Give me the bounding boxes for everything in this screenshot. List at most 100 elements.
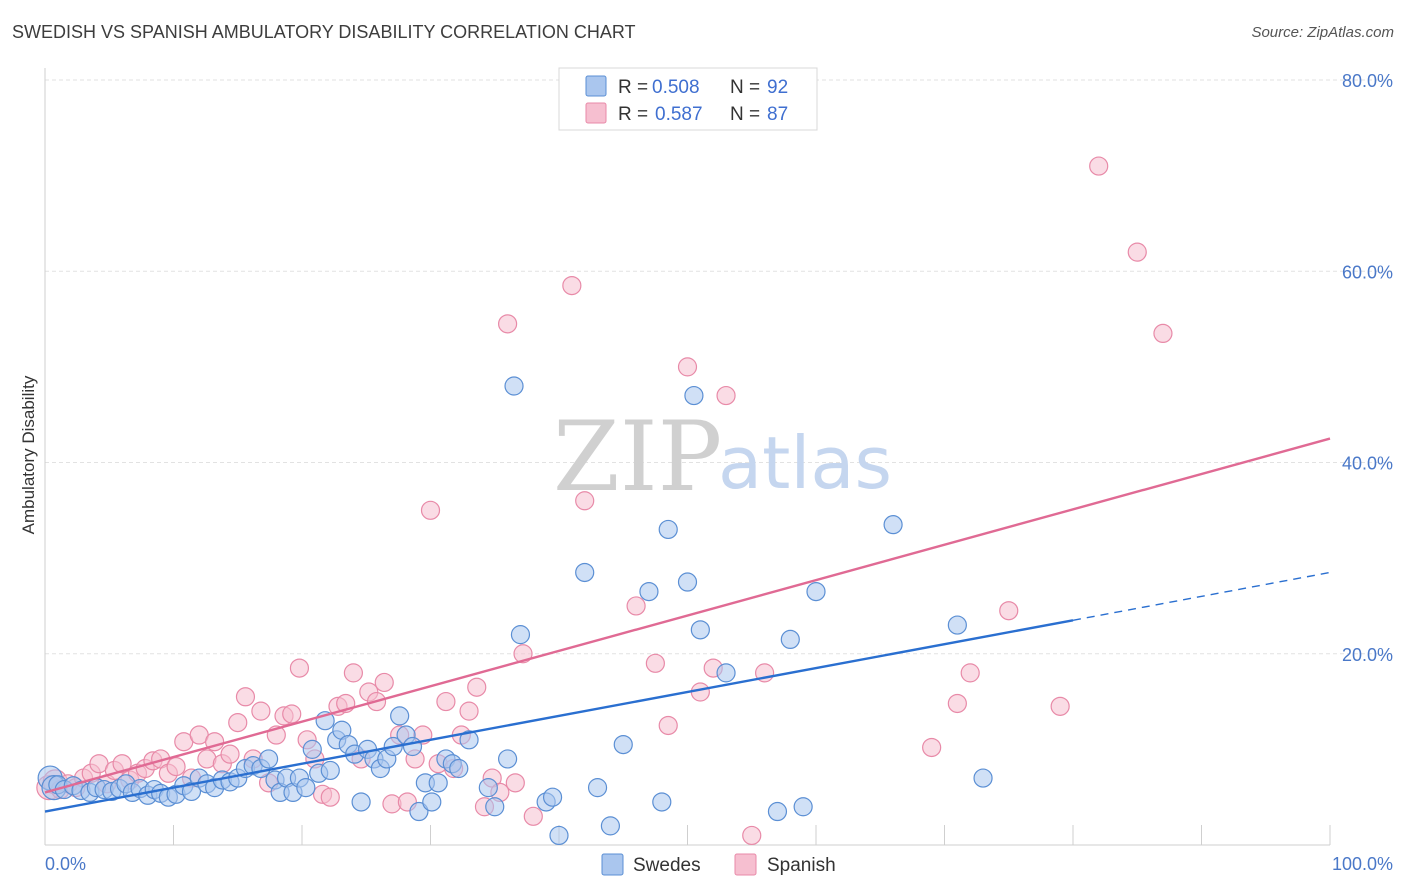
spanish-point (947, 693, 967, 714)
legend-n-label-spanish: N = (730, 104, 760, 125)
watermark-atlas: atlas (718, 421, 892, 505)
swedes-point (422, 792, 442, 812)
swedes-point (587, 778, 608, 798)
spanish-point (467, 677, 487, 697)
grid-lines (45, 79, 1392, 655)
legend-r-label-spanish: R = (618, 104, 648, 125)
swedes-point (973, 768, 993, 788)
swedes-point (478, 778, 498, 798)
swedes-point (549, 825, 569, 846)
spanish-point (112, 754, 132, 774)
spanish-point (1127, 242, 1147, 262)
swedes-point (690, 620, 710, 640)
swedes-point (428, 773, 448, 793)
spanish-point (228, 712, 248, 733)
spanish-point (498, 314, 518, 334)
x-tick-label: 0.0% (45, 854, 86, 874)
swedes-point (409, 801, 429, 822)
legend-r-value-spanish: 0.587 (655, 104, 703, 125)
swedes-point (498, 749, 518, 769)
y-tick-label: 40.0% (1342, 454, 1393, 474)
swedes-point (793, 797, 813, 817)
spanish-point (1089, 156, 1109, 176)
swedes-point (767, 801, 788, 822)
spanish-point (374, 672, 394, 693)
swedes-point (320, 760, 340, 781)
bottom-swatch-swedes (601, 853, 624, 876)
swedes-point (716, 663, 736, 683)
swedes-point (677, 572, 698, 592)
spanish-point (562, 275, 582, 296)
x-tick-label: 100.0% (1332, 854, 1393, 874)
spanish-point (459, 701, 479, 721)
swedes-point (652, 792, 672, 812)
swedes-point (510, 625, 531, 645)
top-legend: R = 0.508 N = 92 R = 0.587 N = 87 (558, 67, 818, 131)
spanish-point (575, 491, 595, 511)
spanish-point (343, 663, 363, 683)
bottom-legend-spanish: Spanish (767, 855, 836, 876)
y-axis-label: Ambulatory Disability (19, 375, 38, 534)
swedes-point (296, 778, 316, 798)
swedes-point (390, 706, 410, 726)
legend-r-value-swedes: 0.508 (652, 77, 700, 98)
spanish-point (166, 756, 186, 777)
chart-title: SWEDISH VS SPANISH AMBULATORY DISABILITY… (12, 22, 636, 42)
swedes-point (542, 787, 563, 807)
spanish-point (960, 663, 980, 683)
swedes-point (402, 736, 423, 757)
swedes-point (485, 797, 505, 817)
spanish-point (716, 385, 736, 406)
swedes-point (780, 629, 800, 650)
swedes-point (684, 385, 704, 406)
swedes-point (575, 562, 595, 583)
swedes-point (806, 581, 826, 602)
spanish-point (523, 806, 543, 826)
spanish-point (626, 596, 646, 616)
swedes-point (613, 734, 633, 755)
legend-swatch-spanish (585, 102, 607, 124)
y-tick-label: 80.0% (1342, 71, 1393, 91)
spanish-point (220, 744, 240, 764)
swedes-points (37, 376, 993, 846)
trend-lines (44, 437, 1331, 813)
swedes-point (258, 749, 279, 769)
y-tick-label: 20.0% (1342, 645, 1393, 665)
spanish-point (677, 357, 698, 377)
swedes-point (504, 376, 524, 396)
swedes-point (302, 739, 322, 759)
swedes-point (883, 515, 903, 535)
watermark: ZIP atlas (553, 401, 892, 513)
swedes-trend-line (44, 619, 1074, 813)
bottom-legend-swedes: Swedes (633, 855, 701, 876)
spanish-point (505, 773, 525, 793)
legend-r-label-swedes: R = (618, 77, 648, 98)
source-label: Source: ZipAtlas.com (1251, 24, 1394, 41)
swedes-point (459, 730, 479, 750)
y-tick-label: 60.0% (1342, 262, 1393, 282)
spanish-point (645, 653, 665, 673)
spanish-point (320, 787, 340, 807)
legend-n-value-swedes: 92 (767, 77, 788, 98)
spanish-point (922, 737, 942, 758)
spanish-point (658, 715, 678, 736)
axes (44, 68, 1331, 846)
spanish-point (251, 701, 271, 721)
spanish-point (420, 500, 441, 520)
spanish-point (282, 704, 302, 724)
legend-swatch-swedes (585, 75, 607, 97)
swedes-point (947, 615, 967, 635)
swedes-point (600, 816, 621, 836)
spanish-point (436, 691, 456, 712)
swedes-point (639, 581, 659, 602)
swedes-point (351, 792, 371, 812)
legend-n-value-spanish: 87 (767, 104, 788, 125)
swedes-trend-extension (1072, 571, 1331, 621)
spanish-point (1153, 323, 1173, 344)
spanish-point (999, 601, 1019, 621)
swedes-point (449, 758, 469, 779)
bottom-swatch-spanish (734, 853, 757, 876)
spanish-point (513, 644, 533, 664)
legend-n-label-swedes: N = (730, 77, 760, 98)
